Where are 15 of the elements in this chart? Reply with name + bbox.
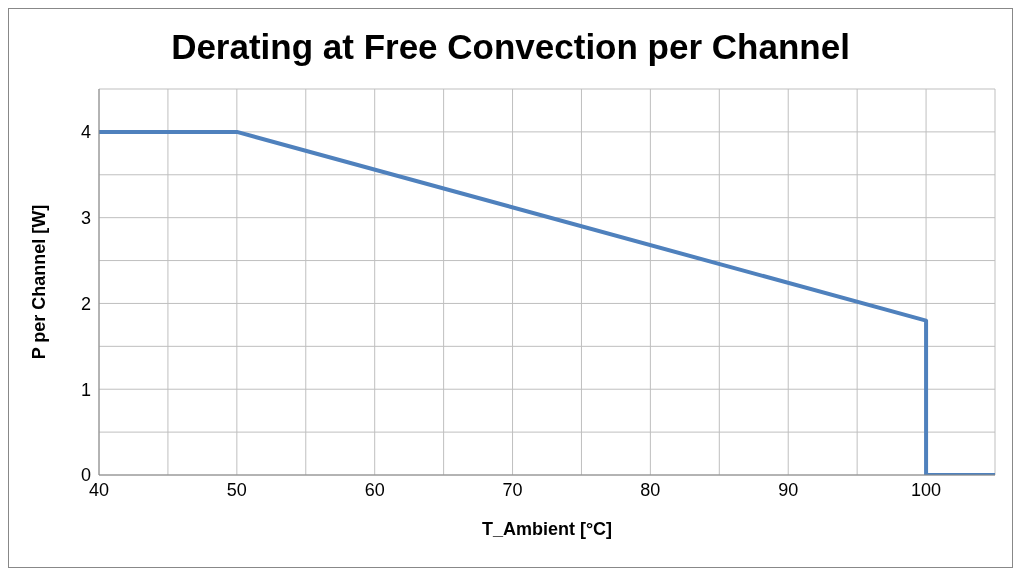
y-tick-label: 1: [80, 379, 91, 400]
x-tick-label: 70: [502, 479, 523, 500]
x-tick-label: 90: [778, 479, 799, 500]
y-tick-label: 3: [80, 208, 91, 229]
x-tick-label: 80: [640, 479, 661, 500]
y-tick-label: 4: [80, 122, 91, 143]
x-axis-title: T_Ambient [°C]: [481, 519, 613, 539]
x-tick-label: 60: [364, 479, 385, 500]
x-tick-label: 100: [911, 479, 942, 500]
y-tick-label: 0: [80, 465, 91, 486]
y-tick-label: 2: [80, 293, 91, 314]
x-tick-label: 40: [88, 479, 110, 500]
chart-title: Derating at Free Convection per Channel: [170, 27, 851, 68]
x-tick-label: 50: [226, 479, 247, 500]
y-axis-title: P per Channel [W]: [29, 204, 50, 360]
